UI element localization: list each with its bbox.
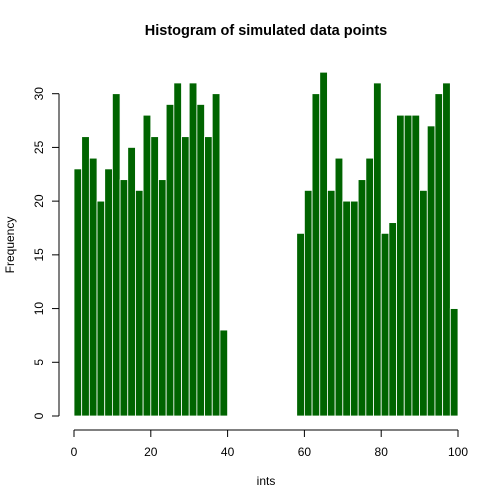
histogram-bar [388,222,397,417]
histogram-bar [150,136,159,417]
histogram-bar [188,82,198,417]
histogram-bar [112,93,121,417]
bars-group [73,71,459,417]
chart-title: Histogram of simulated data points [145,23,388,39]
histogram-bar [426,125,436,417]
histogram-bar [334,157,344,417]
histogram-bar [181,136,190,417]
histogram-bar [158,179,167,417]
histogram-bar [380,232,390,417]
y-tick-label: 30 [32,87,46,101]
histogram-bar [127,147,136,417]
histogram-bar [442,82,451,417]
histogram-bar [142,114,152,417]
x-tick-label: 20 [144,445,158,459]
y-tick-label: 5 [32,359,46,366]
x-tick-label: 60 [298,445,312,459]
histogram-bar [303,189,313,417]
x-tick-label: 0 [71,445,78,459]
x-tick-label: 40 [221,445,235,459]
x-tick-label: 100 [448,445,468,459]
histogram-bar [219,329,228,417]
histogram-bar [449,308,459,417]
histogram-bar [311,93,321,417]
y-tick-label: 20 [32,194,46,208]
x-tick-label: 80 [375,445,389,459]
histogram-bar [204,136,213,417]
histogram-bar [81,136,90,417]
histogram-bar [327,189,336,417]
x-axis-label: ints [257,474,276,488]
histogram-bar [396,114,405,417]
histogram-bar [342,200,351,417]
y-tick-label: 25 [32,140,46,154]
x-axis: 0 20 40 60 80 100 [71,429,468,459]
histogram-bar [319,71,328,417]
y-tick-label: 15 [32,248,46,262]
histogram-bar [365,157,374,417]
histogram-bar [434,93,444,417]
histogram-bar [173,82,182,417]
histogram-bar [196,104,205,417]
histogram-bar [419,189,428,417]
histogram-bar [373,82,382,417]
y-tick-label: 10 [32,302,46,316]
y-axis-label: Frequency [3,217,17,274]
histogram-bar [403,114,413,417]
histogram-bar [96,200,106,417]
histogram-bar [135,189,144,417]
histogram-bar [119,179,129,417]
y-tick-label: 0 [32,412,46,419]
y-axis: 0 5 10 15 20 25 30 [32,87,60,419]
histogram-bar [73,168,83,417]
histogram-bar [211,93,221,417]
histogram-bar [296,232,305,417]
histogram-bar [104,168,113,417]
histogram-bar [165,104,175,417]
histogram-bar [350,200,359,417]
histogram-bar [411,114,421,417]
histogram-bar [357,179,367,417]
histogram-bar [88,157,98,417]
